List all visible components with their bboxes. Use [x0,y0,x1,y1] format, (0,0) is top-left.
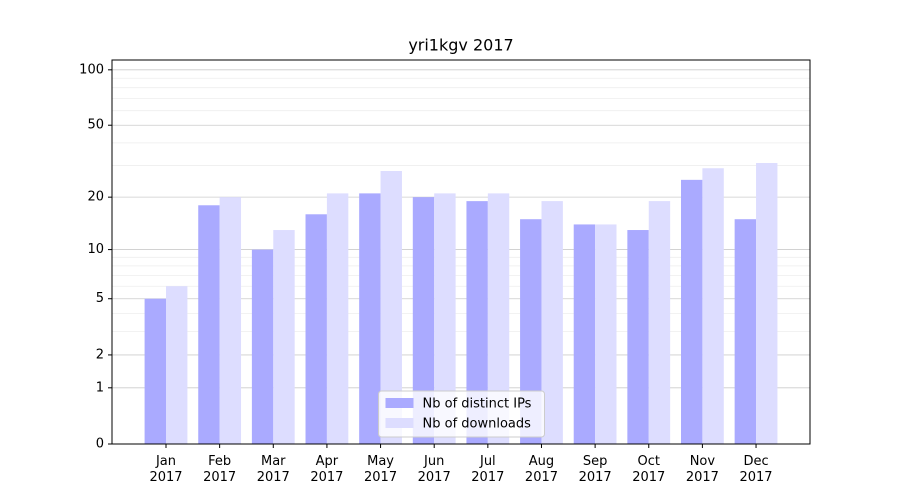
legend-swatch [385,398,414,408]
x-tick-label: Jun 2017 [418,454,451,485]
bar [756,163,778,444]
bar [273,230,295,444]
y-tick-label: 5 [96,291,104,306]
legend-box [378,390,545,438]
bar [166,286,188,444]
y-tick-label: 0 [96,437,104,452]
y-tick-label: 2 [96,347,104,362]
bar [595,224,617,444]
legend-label: Nb of downloads [423,417,532,432]
bar [681,179,703,445]
x-tick-label: Sep 2017 [579,454,612,485]
chart-title: yri1kgv 2017 [408,36,513,55]
y-tick-label: 10 [87,242,104,257]
x-tick-label: Aug 2017 [525,454,558,485]
bar [573,224,596,444]
bar [702,168,724,444]
y-tick-label: 20 [87,190,104,205]
bar [144,298,166,444]
x-tick-label: Jan 2017 [149,454,182,485]
x-tick-label: Mar 2017 [257,454,290,485]
legend-swatch [385,418,414,428]
x-tick-label: Oct 2017 [632,454,665,485]
bar [412,197,435,444]
bar [520,219,542,444]
x-tick-label: Jul 2017 [471,454,504,485]
bar [305,214,327,444]
bar [487,193,510,444]
x-tick-label: May 2017 [364,454,397,485]
bar [359,193,381,444]
bar [541,201,563,444]
x-tick-label: Feb 2017 [203,454,236,485]
y-tick-label: 100 [79,62,104,77]
legend-label: Nb of distinct IPs [423,397,532,412]
y-tick-label: 1 [96,380,104,395]
legend: Nb of distinct IPs Nb of downloads [378,390,545,438]
bar [627,230,649,444]
bar [326,193,349,444]
bar [734,219,757,444]
bar [434,193,456,444]
x-tick-label: Dec 2017 [739,454,772,485]
bar [648,201,671,444]
plot-frame [111,59,811,445]
bar [380,170,402,444]
y-tick-label: 50 [87,118,104,133]
x-tick-label: Nov 2017 [686,454,719,485]
bar [466,201,488,444]
bar [251,249,274,444]
bar [198,205,220,444]
bar [219,197,242,444]
x-tick-label: Apr 2017 [310,454,343,485]
